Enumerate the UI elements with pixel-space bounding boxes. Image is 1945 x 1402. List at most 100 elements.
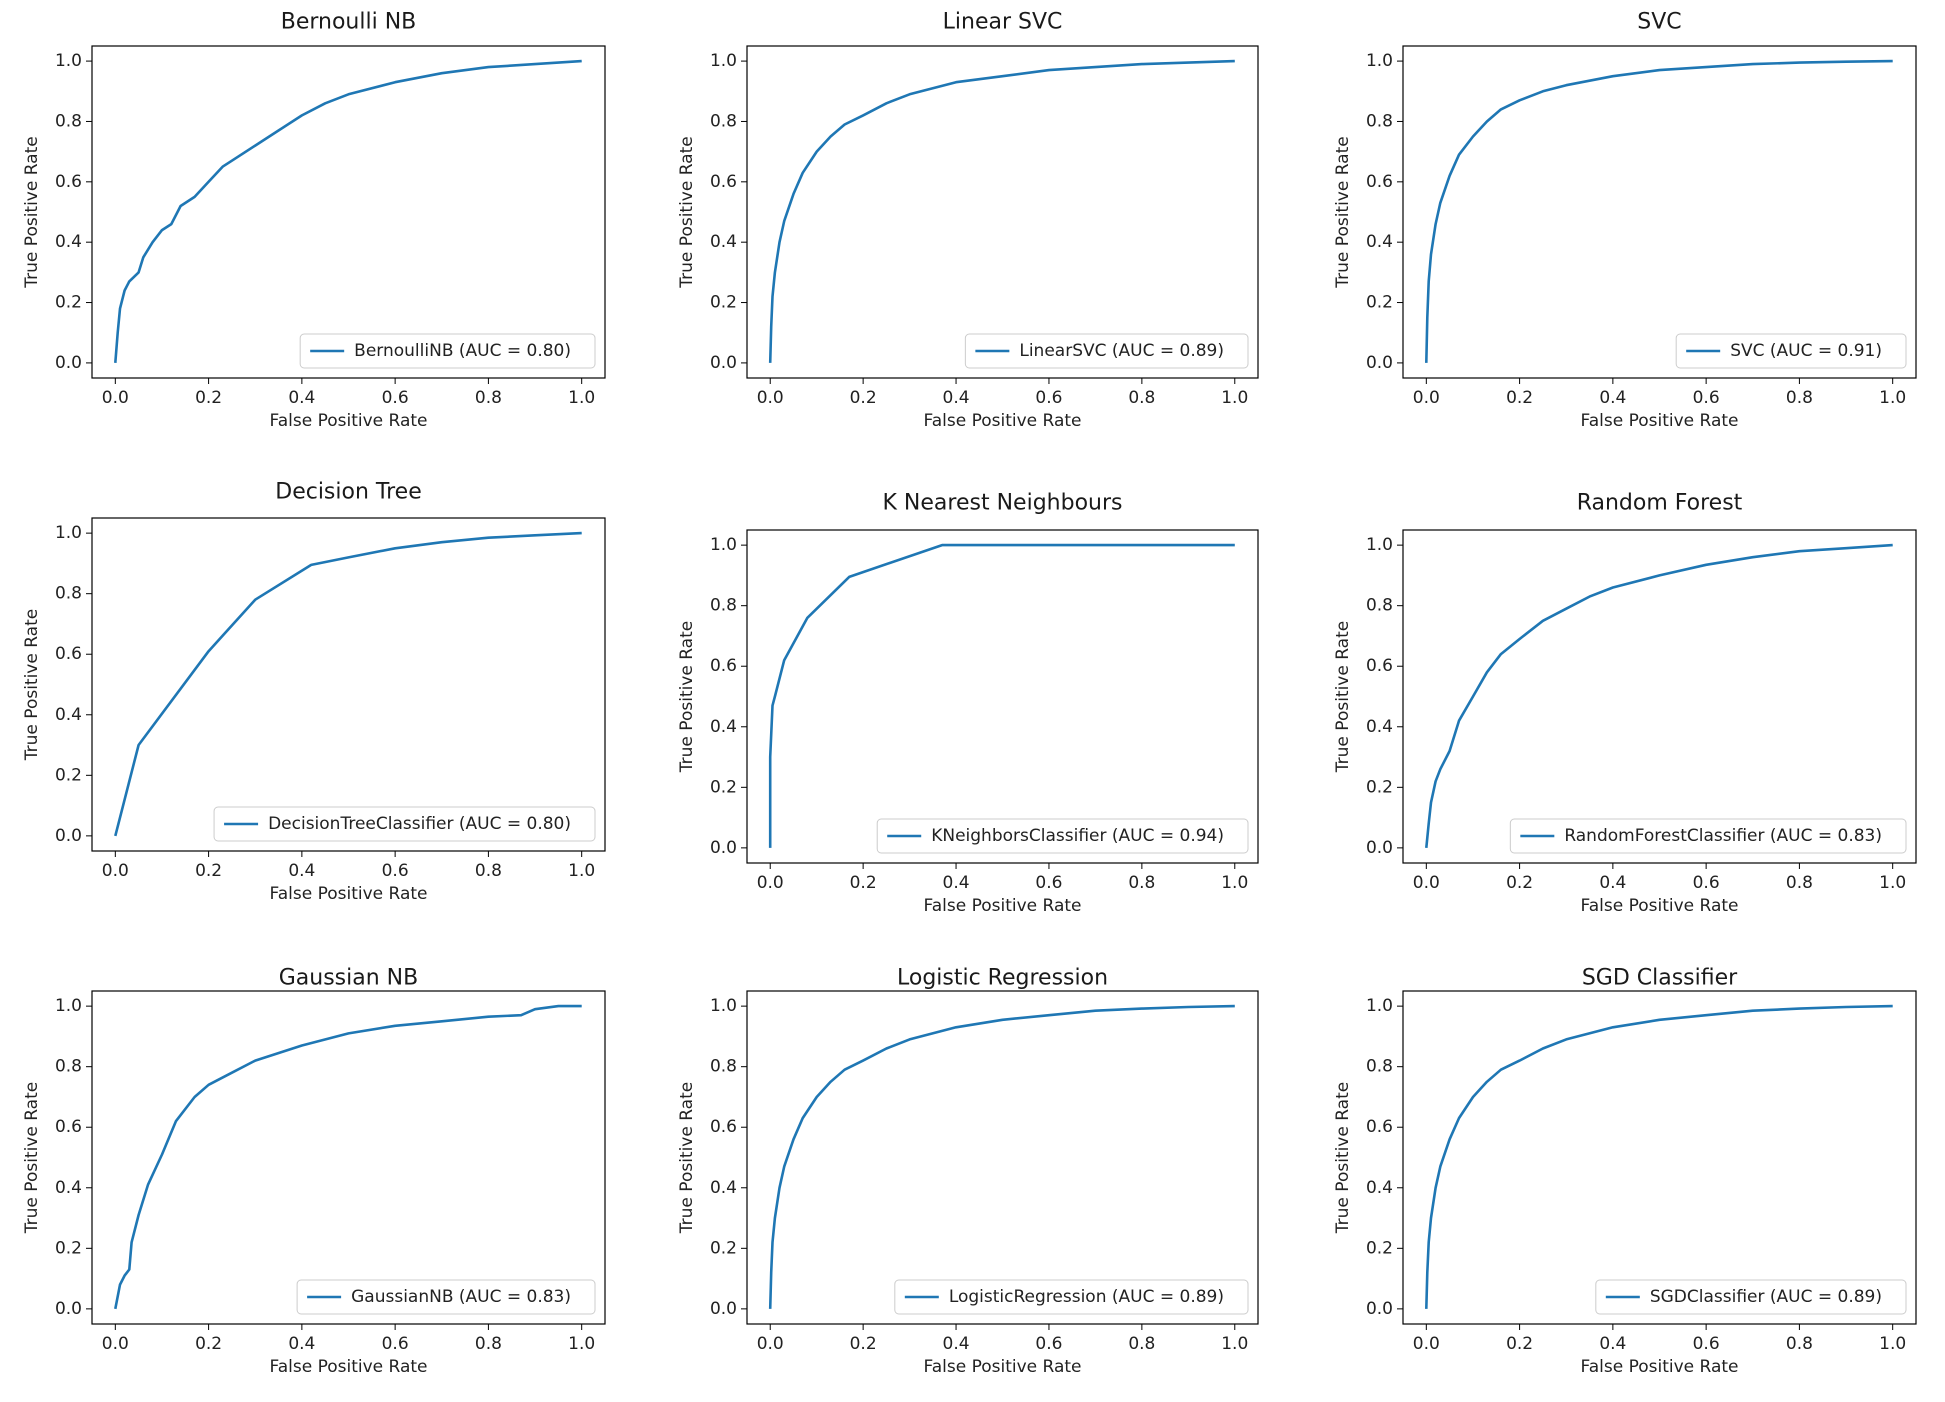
x-tick-label: 1.0 — [1221, 1334, 1248, 1354]
y-tick-label: 0.8 — [55, 584, 82, 604]
y-tick-label: 0.8 — [710, 596, 737, 616]
roc-curve-line — [768, 59, 1235, 363]
y-tick-label: 0.8 — [1366, 596, 1393, 616]
chart-title: Decision Tree — [275, 480, 422, 505]
legend: BernoulliNB (AUC = 0.80) — [299, 333, 596, 369]
legend: RandomForestClassifier (AUC = 0.83) — [1509, 818, 1907, 854]
y-axis-label: True Positive Rate — [677, 136, 697, 288]
y-axis-label: True Positive Rate — [1333, 136, 1353, 288]
y-tick-label: 0.0 — [710, 353, 737, 373]
x-axis-label: False Positive Rate — [924, 1357, 1082, 1377]
axes-frame — [1402, 990, 1917, 1325]
x-tick-label: 0.4 — [943, 873, 970, 893]
y-tick-label: 0.6 — [1366, 172, 1393, 192]
subplot-6: Random Forest 0.0 0.2 0.4 0.6 0.8 1.0 0.0 0.2 0.4… — [1333, 491, 1917, 916]
legend-label: SGDClassifier (AUC = 0.89) — [1650, 1287, 1882, 1307]
x-tick-label: 0.0 — [757, 873, 784, 893]
y-tick-label: 0.8 — [710, 111, 737, 131]
legend-box — [296, 1279, 596, 1315]
x-tick-label: 1.0 — [1221, 873, 1248, 893]
y-tick-label: 0.0 — [710, 838, 737, 858]
axes-frame — [746, 990, 1259, 1325]
roc-curve-line — [768, 543, 1235, 848]
y-tick-label: 0.0 — [55, 1299, 82, 1319]
x-tick-label: 0.8 — [1786, 873, 1813, 893]
x-tick-label: 0.0 — [1413, 873, 1440, 893]
y-tick-label: 0.4 — [710, 1178, 737, 1198]
x-axis-label: False Positive Rate — [270, 1357, 428, 1377]
x-tick-label: 1.0 — [1879, 388, 1906, 408]
y-tick-label: 0.2 — [55, 765, 82, 785]
legend-box — [1675, 333, 1907, 369]
y-tick-label: 0.4 — [710, 717, 737, 737]
y-tick-label: 0.6 — [1366, 656, 1393, 676]
chart-title: Logistic Regression — [897, 966, 1108, 991]
x-tick-label: 0.2 — [1506, 873, 1533, 893]
x-tick-label: 0.6 — [382, 861, 409, 881]
x-tick-label: 0.8 — [1128, 388, 1155, 408]
legend: LogisticRegression (AUC = 0.89) — [894, 1279, 1249, 1315]
legend: SVC (AUC = 0.91) — [1675, 333, 1907, 369]
y-axis-label: True Positive Rate — [677, 1082, 697, 1234]
y-tick-label: 0.0 — [1366, 1299, 1393, 1319]
x-tick-label: 0.4 — [1599, 388, 1626, 408]
x-tick-label: 0.2 — [850, 388, 877, 408]
y-tick-label: 0.8 — [710, 1057, 737, 1077]
roc-curve-line — [1425, 543, 1893, 849]
chart-title: Linear SVC — [943, 10, 1063, 35]
y-tick-label: 0.4 — [1366, 1178, 1393, 1198]
legend-label: LinearSVC (AUC = 0.89) — [1019, 341, 1224, 361]
y-tick-label: 0.2 — [710, 777, 737, 797]
axes-frame — [746, 45, 1259, 379]
legend-box — [876, 818, 1249, 854]
chart-title: SVC — [1637, 10, 1681, 35]
legend-box — [213, 806, 596, 842]
x-tick-label: 1.0 — [568, 861, 595, 881]
subplot-2: Linear SVC 0.0 0.2 0.4 0.6 0.8 1.0 0.0 0.2 0.4 0.6… — [677, 10, 1259, 431]
legend-box — [1509, 818, 1907, 854]
chart-title: Random Forest — [1577, 491, 1743, 516]
x-tick-label: 0.6 — [1035, 388, 1062, 408]
x-tick-label: 0.6 — [1693, 873, 1720, 893]
x-tick-label: 0.0 — [757, 388, 784, 408]
y-tick-label: 0.2 — [710, 1238, 737, 1258]
y-tick-label: 0.8 — [1366, 1057, 1393, 1077]
legend: GaussianNB (AUC = 0.83) — [296, 1279, 596, 1315]
x-tick-label: 0.4 — [288, 1334, 315, 1354]
y-tick-label: 0.6 — [710, 656, 737, 676]
subplot-1: Bernoulli NB 0.0 0.2 0.4 0.6 0.8 1.0 0.0 0.2 0.4 0… — [22, 10, 606, 431]
y-tick-label: 0.2 — [55, 1238, 82, 1258]
legend-box — [894, 1279, 1249, 1315]
x-tick-label: 0.0 — [1413, 388, 1440, 408]
x-tick-label: 0.8 — [475, 861, 502, 881]
x-tick-label: 0.8 — [475, 1334, 502, 1354]
roc-curve-line — [114, 531, 582, 837]
subplot-5: K Nearest Neighbours 0.0 0.2 0.4 0.6 0.8 1.0 0.… — [677, 491, 1259, 916]
y-tick-label: 0.4 — [1366, 717, 1393, 737]
x-tick-label: 0.4 — [943, 1334, 970, 1354]
x-tick-label: 0.6 — [1693, 1334, 1720, 1354]
y-tick-label: 0.6 — [55, 172, 82, 192]
axes-frame — [1402, 45, 1917, 379]
y-axis-label: True Positive Rate — [677, 621, 697, 773]
roc-curve-line — [114, 1004, 582, 1310]
x-tick-label: 0.6 — [1035, 1334, 1062, 1354]
y-tick-label: 0.0 — [1366, 838, 1393, 858]
x-axis-label: False Positive Rate — [924, 896, 1082, 916]
x-tick-label: 1.0 — [1221, 388, 1248, 408]
x-tick-label: 0.2 — [195, 861, 222, 881]
axes-frame — [91, 990, 606, 1325]
legend: KNeighborsClassifier (AUC = 0.94) — [876, 818, 1249, 854]
x-tick-label: 0.4 — [288, 388, 315, 408]
legend-label: RandomForestClassifier (AUC = 0.83) — [1564, 826, 1882, 846]
y-axis-label: True Positive Rate — [22, 1082, 42, 1234]
x-tick-label: 0.4 — [943, 388, 970, 408]
x-tick-label: 0.8 — [1128, 873, 1155, 893]
y-tick-label: 0.0 — [55, 353, 82, 373]
y-tick-label: 1.0 — [55, 51, 82, 71]
y-tick-label: 0.4 — [1366, 232, 1393, 252]
y-tick-label: 0.6 — [710, 172, 737, 192]
y-tick-label: 0.0 — [55, 826, 82, 846]
x-tick-label: 0.4 — [288, 861, 315, 881]
